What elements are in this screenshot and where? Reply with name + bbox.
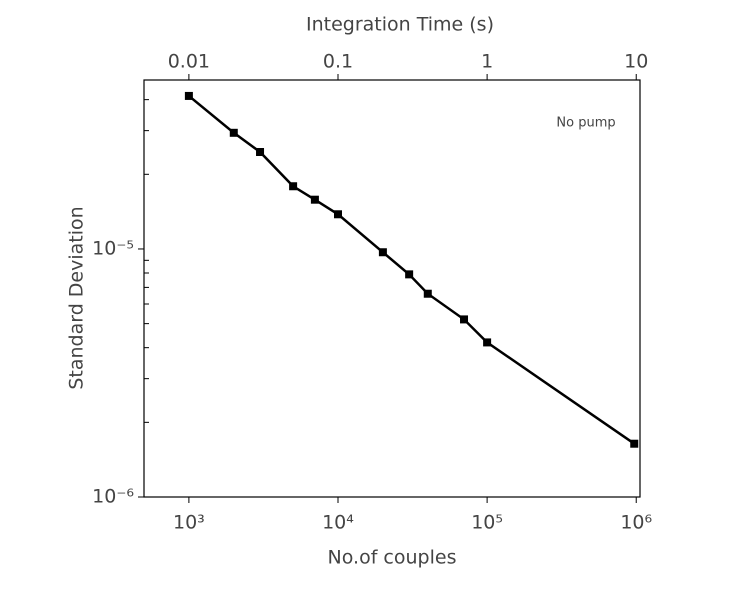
top-axis-title: Integration Time (s) [306,14,494,36]
top-tick-label: 0.01 [168,51,210,73]
data-point [405,270,414,279]
plot-frame [143,79,641,498]
data-point [229,128,238,137]
data-point [378,248,387,257]
y-tick-label: 10⁻⁵ [92,237,134,259]
data-point [184,91,193,100]
x-tick-label: 10⁴ [322,512,354,534]
x-tick-label: 10⁵ [471,512,503,534]
y-axis-title: Standard Deviation [66,206,88,389]
x-tick-label: 10³ [173,512,205,534]
data-point [334,210,343,219]
y-tick-label: 10⁻⁶ [92,486,134,508]
x-axis-title: No.of couples [328,547,457,569]
x-tick-label: 10⁶ [620,512,652,534]
data-point [460,315,469,324]
data-point [310,195,319,204]
data-line [188,94,635,445]
top-tick-label: 1 [481,51,493,73]
data-point [483,338,492,347]
annotation: No pump [556,116,615,131]
data-point [423,289,432,298]
data-point [256,148,265,157]
top-tick-label: 0.1 [323,51,353,73]
top-tick-label: 10 [624,51,648,73]
data-point [630,439,639,448]
data-point [289,182,298,191]
